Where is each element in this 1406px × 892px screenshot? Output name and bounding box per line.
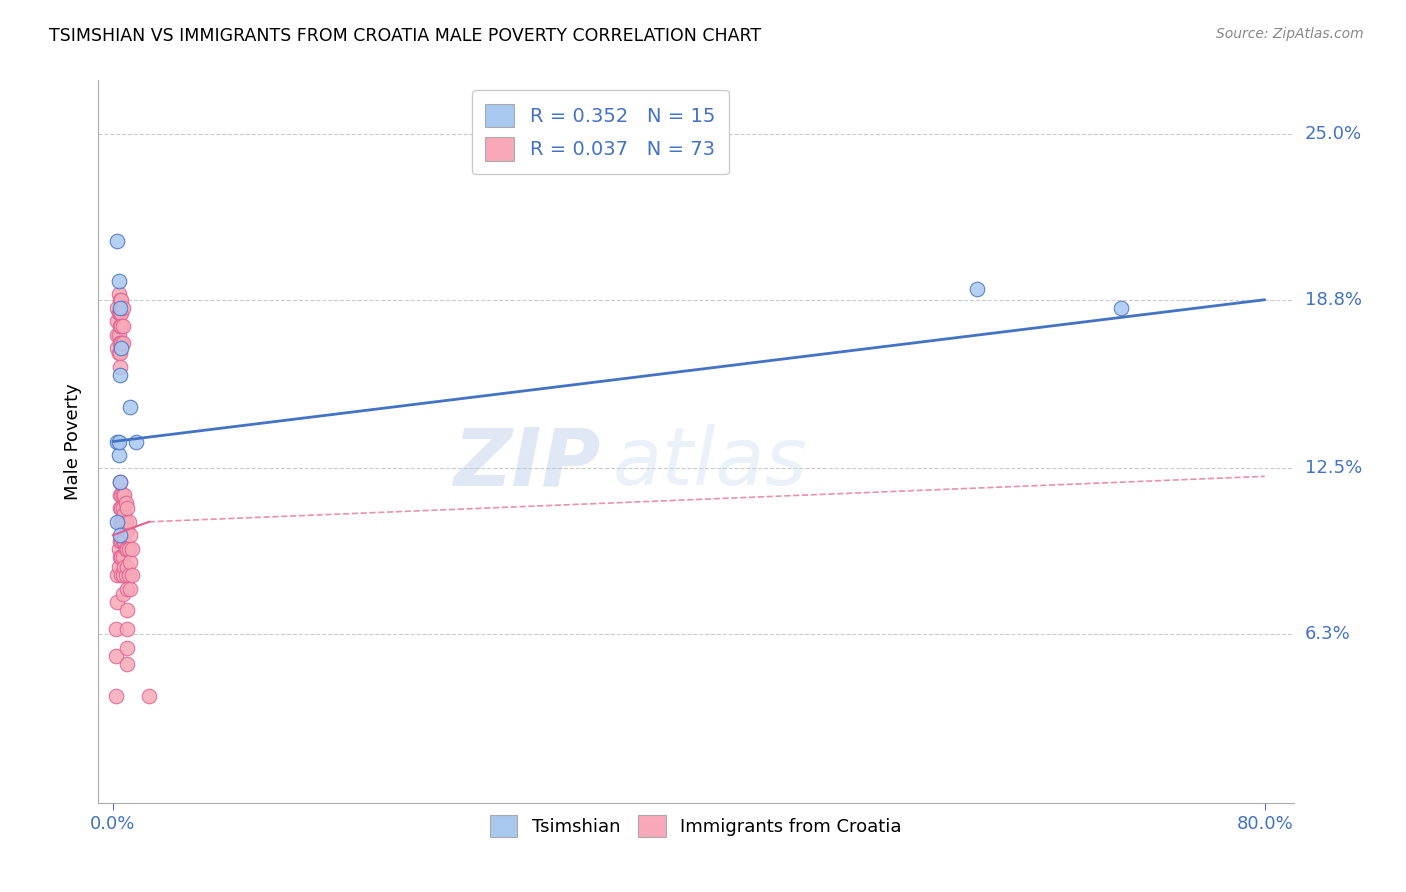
Point <box>111 568 134 582</box>
Point <box>115 541 138 556</box>
Point <box>111 549 134 564</box>
Point <box>107 274 129 288</box>
Point <box>108 335 131 350</box>
Point <box>111 335 134 350</box>
Point <box>115 560 138 574</box>
Point <box>105 515 128 529</box>
Point <box>110 549 132 564</box>
Point <box>110 488 132 502</box>
Point <box>111 501 134 516</box>
Y-axis label: Male Poverty: Male Poverty <box>65 384 83 500</box>
Point <box>107 287 129 301</box>
Point <box>107 327 129 342</box>
Point <box>966 282 988 296</box>
Text: ZIP: ZIP <box>453 425 600 502</box>
Point <box>111 533 134 548</box>
Legend: Tsimshian, Immigrants from Croatia: Tsimshian, Immigrants from Croatia <box>484 808 908 845</box>
Point <box>112 560 135 574</box>
Point <box>105 301 128 315</box>
Point <box>108 515 131 529</box>
Point <box>115 501 138 516</box>
Point <box>105 314 128 328</box>
Point <box>118 541 141 556</box>
Point <box>110 319 132 334</box>
Point <box>114 496 136 510</box>
Point <box>105 327 128 342</box>
Point <box>104 689 127 703</box>
Point <box>108 301 131 315</box>
Point <box>111 587 134 601</box>
Point <box>110 335 132 350</box>
Point <box>104 622 127 636</box>
Point <box>115 603 138 617</box>
Point <box>108 475 131 489</box>
Point <box>108 306 131 320</box>
Point <box>107 560 129 574</box>
Point <box>120 555 142 569</box>
Point <box>104 648 127 663</box>
Point <box>108 528 131 542</box>
Point <box>111 301 134 315</box>
Point <box>111 488 134 502</box>
Point <box>115 640 138 655</box>
Point <box>107 306 129 320</box>
Point <box>115 657 138 671</box>
Text: 18.8%: 18.8% <box>1305 291 1361 309</box>
Point <box>120 400 142 414</box>
Point <box>118 568 141 582</box>
Point <box>121 568 143 582</box>
Point <box>110 515 132 529</box>
Point <box>110 501 132 516</box>
Text: TSIMSHIAN VS IMMIGRANTS FROM CROATIA MALE POVERTY CORRELATION CHART: TSIMSHIAN VS IMMIGRANTS FROM CROATIA MAL… <box>49 27 761 45</box>
Point <box>108 488 131 502</box>
Point <box>108 368 131 382</box>
Point <box>110 306 132 320</box>
Point <box>108 501 131 516</box>
Point <box>115 582 138 596</box>
Point <box>111 515 134 529</box>
Point <box>110 533 132 548</box>
Point <box>112 488 135 502</box>
Point <box>111 319 134 334</box>
Point <box>114 541 136 556</box>
Point <box>110 341 132 355</box>
Point <box>108 549 131 564</box>
Point <box>108 346 131 360</box>
Point <box>105 434 128 449</box>
Point <box>121 541 143 556</box>
Point <box>105 234 128 248</box>
Point <box>120 528 142 542</box>
Point <box>110 568 132 582</box>
Point <box>120 582 142 596</box>
Point <box>107 448 129 462</box>
Point <box>114 568 136 582</box>
Point <box>115 622 138 636</box>
Text: 25.0%: 25.0% <box>1305 125 1362 143</box>
Text: atlas: atlas <box>613 425 807 502</box>
Text: Source: ZipAtlas.com: Source: ZipAtlas.com <box>1216 27 1364 41</box>
Point <box>107 434 129 449</box>
Point <box>107 346 129 360</box>
Point <box>125 434 148 449</box>
Text: 12.5%: 12.5% <box>1305 459 1362 477</box>
Point <box>110 293 132 307</box>
Point <box>108 475 131 489</box>
Point <box>108 319 131 334</box>
Point <box>112 533 135 548</box>
Text: 6.3%: 6.3% <box>1305 625 1350 643</box>
Point <box>105 341 128 355</box>
Point <box>108 533 131 548</box>
Point <box>105 568 128 582</box>
Point <box>138 689 160 703</box>
Point <box>108 359 131 374</box>
Point <box>107 541 129 556</box>
Point <box>115 523 138 537</box>
Point <box>105 595 128 609</box>
Point <box>118 515 141 529</box>
Point <box>108 293 131 307</box>
Point <box>112 507 135 521</box>
Point <box>1109 301 1132 315</box>
Point <box>114 515 136 529</box>
